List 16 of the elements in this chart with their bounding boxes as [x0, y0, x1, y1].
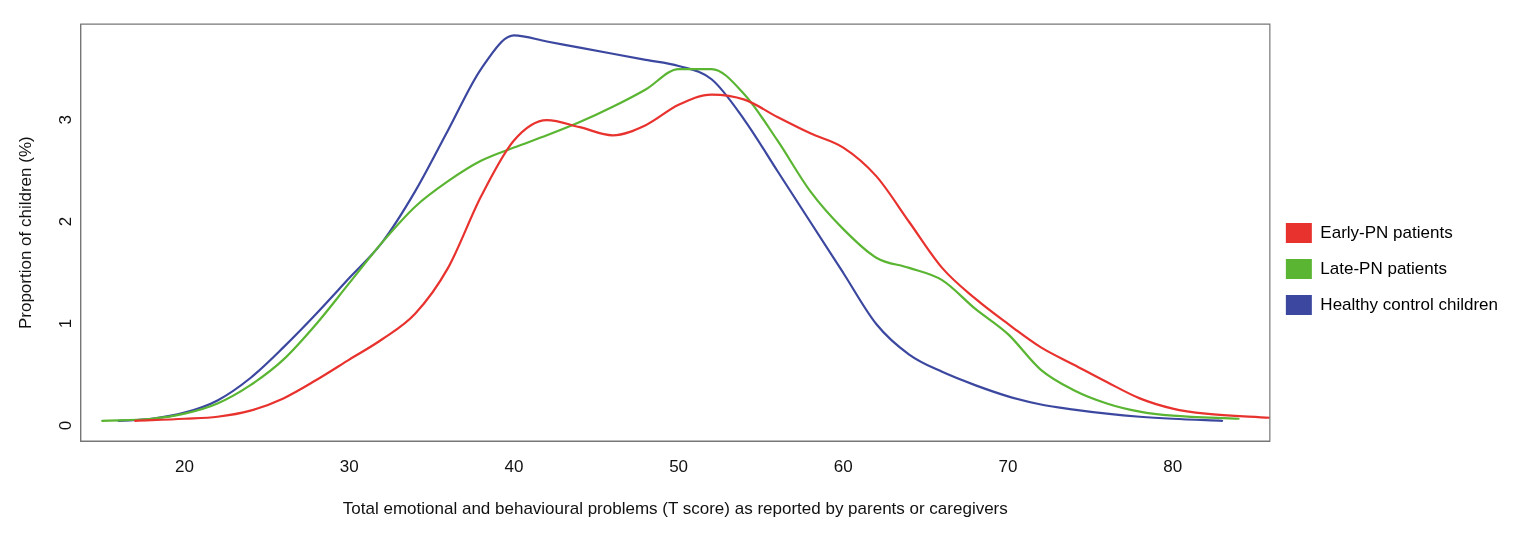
- y-tick-label: 3: [56, 114, 76, 125]
- x-tick-label: 40: [504, 457, 524, 477]
- y-tick-label: 0: [56, 420, 76, 431]
- x-tick-label: 70: [998, 457, 1018, 477]
- y-tick-label: 1: [56, 318, 76, 329]
- x-axis-title: Total emotional and behavioural problems (T score) as reported by parents or caregivers: [342, 499, 1008, 519]
- y-tick-label: 2: [56, 216, 76, 227]
- legend-label: Late-PN patients: [1320, 258, 1447, 278]
- legend-label: Healthy control children: [1320, 294, 1499, 314]
- x-tick-label: 50: [669, 457, 689, 477]
- x-tick-label: 30: [339, 457, 359, 477]
- legend-label: Early-PN patients: [1320, 222, 1453, 242]
- y-axis-title: Proportion of children (%): [15, 136, 35, 330]
- x-tick-label: 20: [175, 457, 195, 477]
- x-tick-label: 80: [1163, 457, 1183, 477]
- x-tick-label: 60: [833, 457, 853, 477]
